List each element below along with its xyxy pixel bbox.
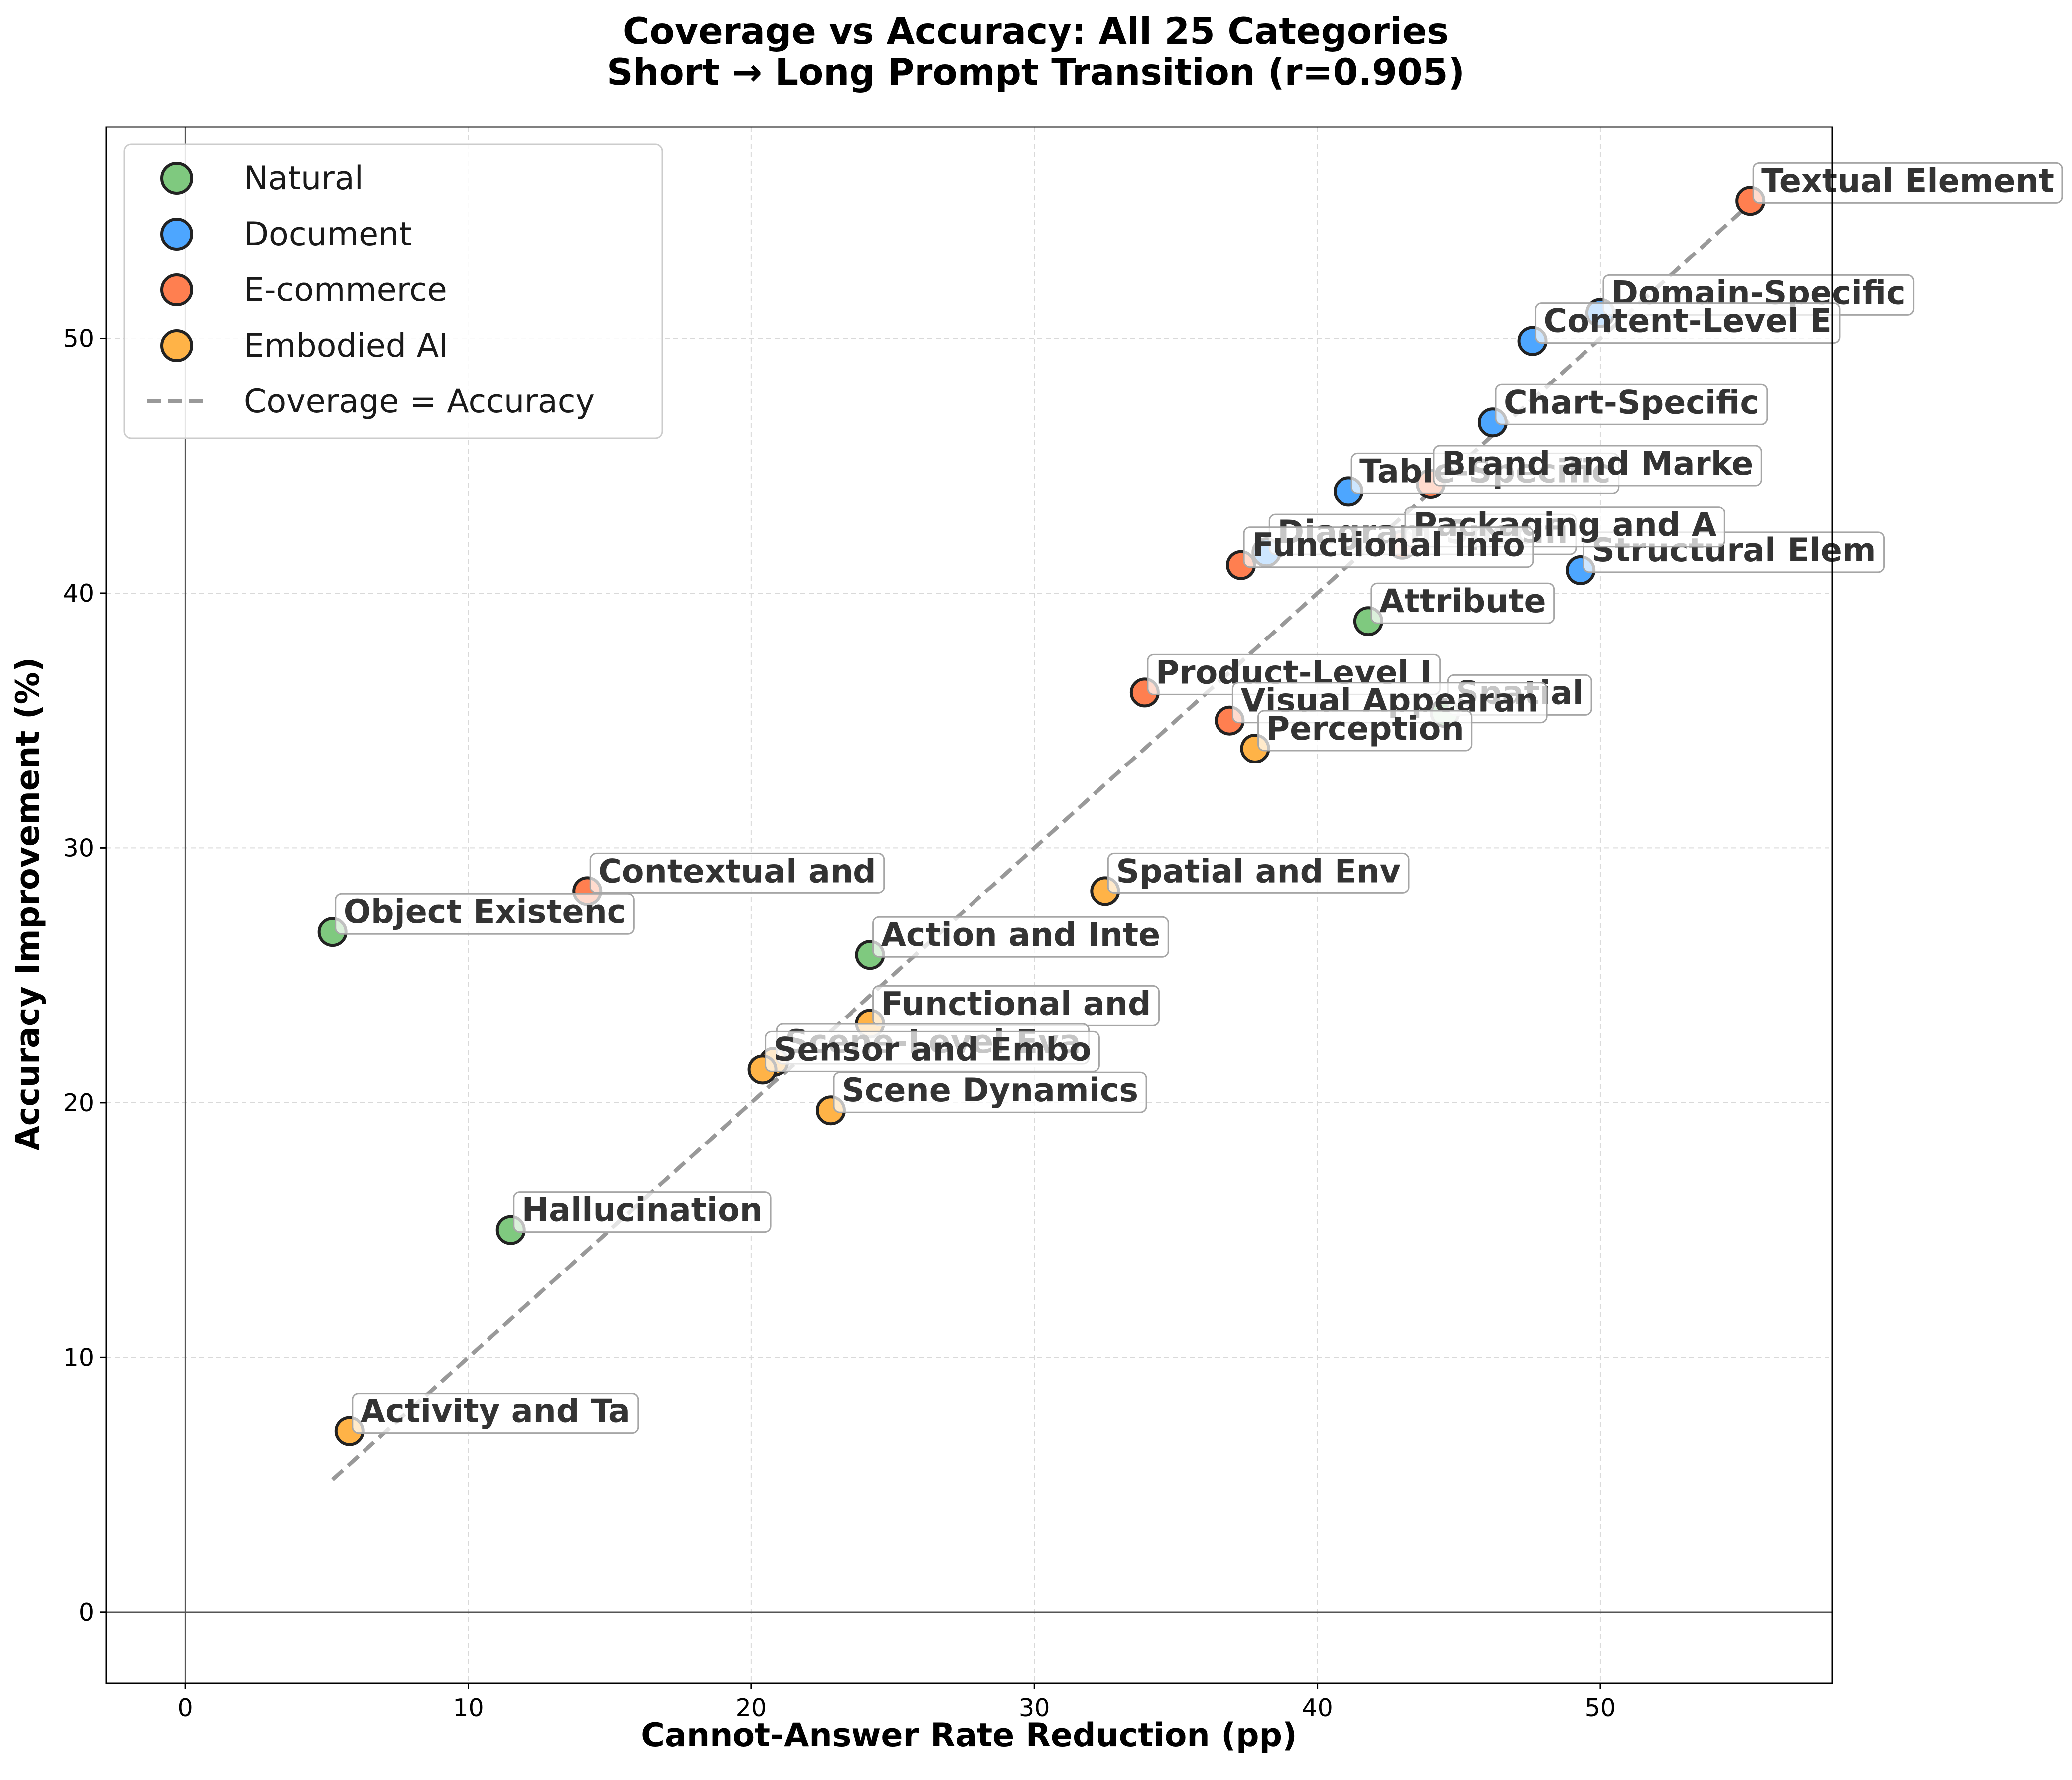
legend-label-embodied-ai: Embodied AI [244,327,448,365]
annotation-label: Attribute [1379,583,1546,620]
annotation-label: Functional Info [1252,527,1525,564]
annotation-label: Contextual and [598,853,876,890]
x-tick-label: 10 [453,1694,484,1722]
y-tick-label: 50 [63,325,94,353]
annotation-box [1495,383,1768,425]
annotation-label: Content-Level E [1544,303,1832,340]
y-tick-label: 0 [79,1598,94,1627]
annotation-spatial-and-env: Spatial and Env [1107,852,1410,894]
legend-label-natural: Natural [244,160,364,197]
annotation-box [765,1030,1100,1072]
y-axis-label: Accuracy Improvement (%) [9,657,47,1150]
y-tick-label: 30 [63,834,94,862]
annotation-contextual-and: Contextual and [589,852,885,894]
annotation-hallucination: Hallucination [513,1191,772,1233]
annotation-label: Sensor and Embo [774,1031,1092,1068]
annotation-attribute: Attribute [1370,582,1555,624]
x-tick-label: 20 [736,1694,767,1722]
annotation-label: Scene Dynamics [842,1072,1138,1109]
point-annotations: Attribute Object Existenc Action and Inte H… [335,162,2063,1434]
annotation-textual-element: Textual Element [1752,162,2063,204]
annotation-label: Brand and Marke [1442,445,1753,483]
legend: Natural Document E-commerce Embodied AI Cove… [123,143,663,439]
legend-marker-e-commerce [160,273,193,306]
annotation-label: Action and Inte [881,916,1161,954]
annotation-content-level-e: Content-Level E [1535,302,1841,344]
annotation-box [1752,162,2063,204]
legend-marker-natural [160,162,193,195]
y-tick-label: 10 [63,1343,94,1372]
annotation-activity-and-ta: Activity and Ta [352,1393,639,1434]
annotation-label: Hallucination [522,1192,763,1229]
annotation-label: Activity and Ta [361,1393,630,1430]
annotation-box [1107,852,1410,894]
legend-label-reference-line: Coverage = Accuracy [244,383,595,420]
legend-marker-document [160,218,193,251]
annotation-label: Chart-Specific [1504,384,1759,421]
annotation-label: Textual Element [1761,162,2054,200]
annotation-functional-and: Functional and [872,985,1160,1026]
annotation-box [1243,526,1534,568]
chart-title: Coverage vs Accuracy: All 25 Categories [623,10,1449,53]
annotation-box [833,1071,1147,1113]
x-tick-label: 40 [1302,1694,1333,1722]
annotation-box [589,852,885,894]
annotation-label: Object Existenc [344,893,626,931]
annotation-box [352,1393,639,1434]
axis-ticks: 0 10 20 30 40 50 0 10 20 30 40 50 [63,325,1616,1722]
x-tick-label: 30 [1019,1694,1050,1722]
legend-marker-embodied-ai [160,329,193,362]
annotation-object-existenc: Object Existenc [335,893,635,935]
annotation-functional-info: Functional Info [1243,526,1534,568]
annotation-box [872,916,1169,958]
annotation-perception: Perception [1257,710,1473,752]
annotation-brand-and-marke: Brand and Marke [1433,445,1762,487]
annotation-chart-specific: Chart-Specific [1495,383,1768,425]
chart-subtitle: Short → Long Prompt Transition (r=0.905) [607,51,1464,94]
annotation-scene-dynamics: Scene Dynamics [833,1071,1147,1113]
legend-box [123,143,663,439]
annotation-box [1370,582,1555,624]
annotation-label: Functional and [881,985,1151,1022]
annotation-box [1535,302,1841,344]
legend-label-e-commerce: E-commerce [244,271,447,309]
annotation-label: Perception [1266,710,1464,748]
legend-label-document: Document [244,216,412,253]
annotation-box [513,1191,772,1233]
annotation-box [1257,710,1473,752]
annotation-action-and-inte: Action and Inte [872,916,1169,958]
y-tick-label: 40 [63,579,94,608]
annotation-sensor-and-embo: Sensor and Embo [765,1030,1100,1072]
x-tick-label: 50 [1585,1694,1616,1722]
annotation-label: Spatial and Env [1116,853,1401,890]
annotation-box [1433,445,1762,487]
x-tick-label: 0 [178,1694,193,1722]
x-axis-label: Cannot-Answer Rate Reduction (pp) [641,1717,1297,1754]
annotation-box [335,893,635,935]
plot-frame [105,126,1833,1684]
y-tick-label: 20 [63,1089,94,1117]
